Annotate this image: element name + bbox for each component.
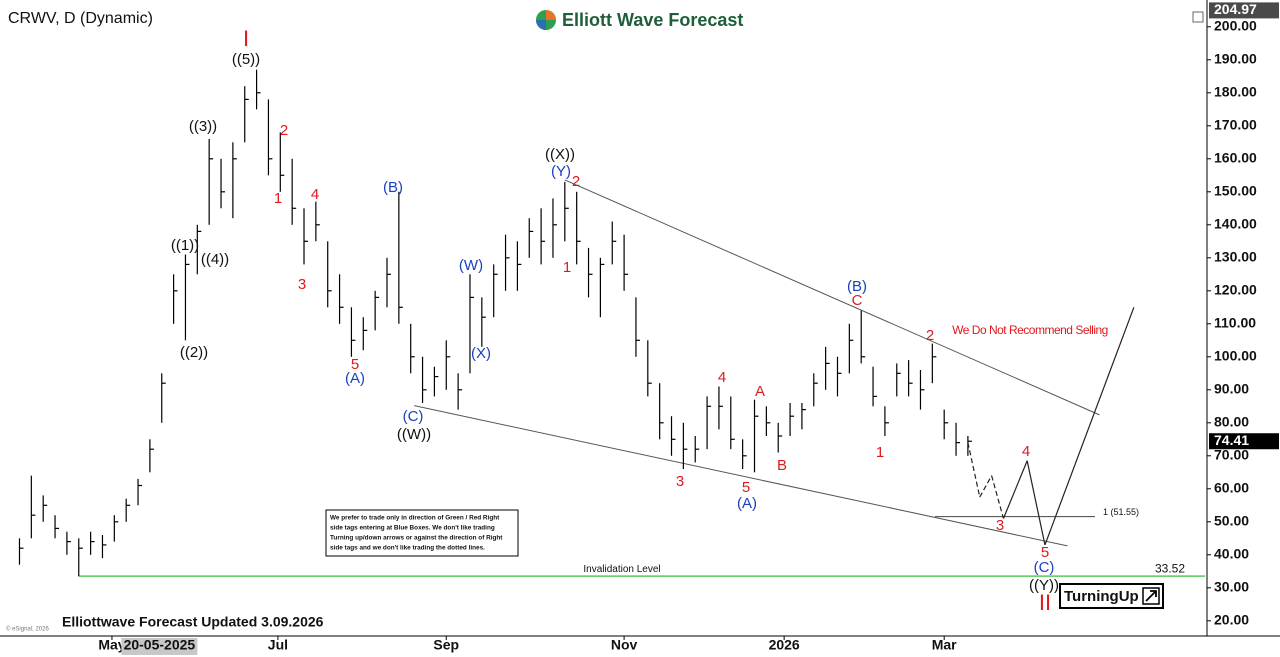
wave-label: 4: [718, 369, 726, 386]
wave-label: (W): [459, 257, 483, 274]
y-tick-label: 70.00: [1214, 447, 1249, 463]
projection-segment: [1002, 460, 1028, 519]
x-tick-label: Mar: [932, 637, 957, 653]
y-tick-label: 200.00: [1214, 18, 1257, 34]
last-price-label: 74.41: [1214, 432, 1249, 448]
trendline: [414, 405, 1068, 547]
y-tick-label: 100.00: [1214, 348, 1257, 364]
wave-label: 1: [563, 259, 571, 276]
wave-label: (C): [403, 408, 424, 425]
y-tick-label: 180.00: [1214, 84, 1257, 100]
y-tick-label: 120.00: [1214, 282, 1257, 298]
wave-label: (C): [1034, 559, 1055, 576]
projection-segment: [1026, 460, 1046, 546]
y-tick-label: 130.00: [1214, 249, 1257, 265]
logo-text: Elliott Wave Forecast: [562, 10, 743, 30]
trendline: [564, 179, 1100, 416]
y-tick-label: 30.00: [1214, 579, 1249, 595]
wave-label: 1: [876, 444, 884, 461]
menu-icon[interactable]: [1192, 11, 1204, 23]
fib-label: 1 (51.55): [1103, 507, 1139, 517]
wave-label: C: [852, 292, 863, 309]
wave-label: (X): [471, 345, 491, 362]
wave-label: 5: [1041, 544, 1049, 561]
x-tick-label: 2026: [769, 637, 800, 653]
wave-label: II: [1039, 590, 1051, 615]
y-tick-label: 90.00: [1214, 381, 1249, 397]
badge-text: TurningUp: [1064, 588, 1139, 605]
notice-line: side tags entering at Blue Boxes. We don…: [330, 525, 495, 532]
wave-label: (A): [345, 370, 365, 387]
notice-line: We prefer to trade only in direction of …: [330, 515, 500, 522]
logo: Elliott Wave Forecast: [536, 10, 743, 30]
wave-label: ((Y)): [1029, 577, 1059, 594]
x-tick-label: Sep: [433, 637, 459, 653]
wave-label: 3: [298, 276, 306, 293]
wave-label: (B): [383, 179, 403, 196]
wave-label: 3: [996, 517, 1004, 534]
wave-label: We Do Not Recommend Selling: [952, 323, 1108, 337]
x-tick-label: Jul: [268, 637, 288, 653]
wave-label: ((X)): [545, 146, 575, 163]
notice-box: We prefer to trade only in direction of …: [325, 509, 519, 557]
wave-label: (B): [847, 278, 867, 295]
wave-label: 4: [1022, 443, 1030, 460]
y-tick-label: 150.00: [1214, 183, 1257, 199]
wave-label: (Y): [551, 163, 571, 180]
x-tick-label: Nov: [611, 637, 638, 653]
wave-label: 2: [572, 173, 580, 190]
chart-title: CRWV, D (Dynamic): [8, 10, 153, 27]
projection-segment: [1044, 307, 1135, 546]
wave-label: 2: [926, 327, 934, 344]
y-tick-label: 110.00: [1214, 315, 1256, 331]
badge: TurningUp: [1059, 583, 1164, 609]
y-tick-label: 170.00: [1214, 117, 1257, 133]
y-tick-label: 40.00: [1214, 546, 1249, 562]
wave-label: I: [243, 26, 249, 51]
wave-label: ((2)): [180, 344, 208, 361]
wave-label: 2: [280, 122, 288, 139]
logo-icon-part: [536, 20, 546, 30]
wave-label: 3: [676, 473, 684, 490]
x-tick-label: May: [98, 637, 125, 653]
wave-label: ((W)): [397, 426, 431, 443]
y-tick-label: 20.00: [1214, 612, 1249, 628]
badge-arrow: [1145, 590, 1157, 602]
y-tick-label: 50.00: [1214, 513, 1249, 529]
wave-label: ((1)): [171, 237, 199, 254]
top-price-bg: [1209, 2, 1279, 19]
notice-line: Turning up/down arrows or against the di…: [330, 535, 503, 542]
wave-label: 1: [274, 190, 282, 207]
wave-label: (A): [737, 495, 757, 512]
notice-frame: [325, 509, 519, 557]
wave-label: 5: [351, 356, 359, 373]
invalidation-label: Invalidation Level: [583, 564, 660, 575]
wave-label: ((3)): [189, 118, 217, 135]
wave-label: B: [777, 457, 787, 474]
projection-segment: [967, 442, 981, 498]
top-price-label: 204.97: [1214, 1, 1257, 17]
projection-segment: [979, 475, 993, 498]
wave-label: ((4)): [201, 251, 229, 268]
last-price-bg: [1209, 433, 1279, 450]
y-tick-label: 80.00: [1214, 414, 1249, 430]
wave-label: A: [755, 383, 765, 400]
logo-icon-part: [546, 10, 556, 20]
y-tick-label: 190.00: [1214, 51, 1257, 67]
notice-line: side tags and we don't like trading the …: [330, 545, 485, 552]
wave-label: 5: [742, 479, 750, 496]
cursor-label-bg: [121, 638, 198, 655]
invalidation-value: 33.52: [1155, 561, 1185, 575]
y-tick-label: 140.00: [1214, 216, 1257, 232]
credit: © eSignal, 2026: [6, 626, 49, 633]
wave-label: ((5)): [232, 51, 260, 68]
y-tick-label: 160.00: [1214, 150, 1257, 166]
badge-icon: [1142, 587, 1160, 605]
y-tick-label: 60.00: [1214, 480, 1249, 496]
footer: Elliottwave Forecast Updated 3.09.2026: [62, 614, 324, 630]
cursor-label: 20-05-2025: [124, 637, 196, 653]
wave-label: 4: [311, 186, 319, 203]
